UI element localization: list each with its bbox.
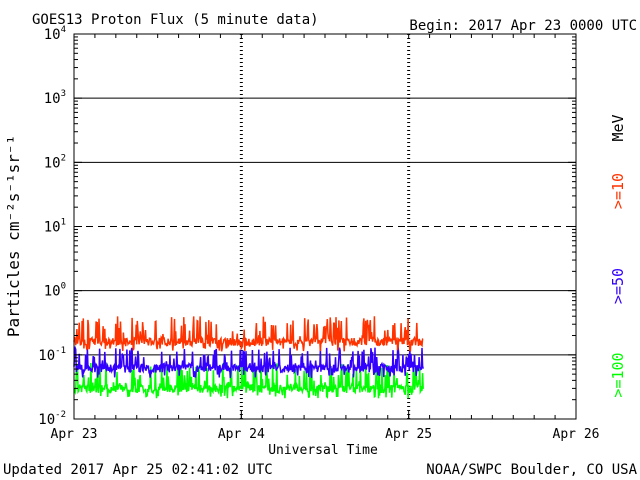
y-tick-label: 103 <box>44 89 66 107</box>
y-tick-label: 101 <box>44 218 66 236</box>
legend-entry: >=10 <box>609 173 627 209</box>
x-tick-label: Apr 25 <box>385 427 432 442</box>
y-tick-label: 100 <box>44 282 66 300</box>
x-axis-label: Universal Time <box>268 443 378 458</box>
legend-entry: >=100 <box>609 352 627 397</box>
series-line-10 <box>73 316 424 352</box>
updated-timestamp: Updated 2017 Apr 25 02:41:02 UTC <box>3 462 273 478</box>
x-tick-label: Apr 26 <box>553 427 600 442</box>
y-tick-label: 102 <box>44 153 66 171</box>
series-line-100 <box>73 362 424 399</box>
y-tick-label: 10-2 <box>38 410 66 428</box>
credit-label: NOAA/SWPC Boulder, CO USA <box>426 462 637 478</box>
begin-label: Begin: 2017 Apr 23 0000 UTC <box>409 18 637 34</box>
x-tick-label: Apr 24 <box>218 427 265 442</box>
legend-entry: MeV <box>609 114 627 141</box>
legend-entry: >=50 <box>609 268 627 304</box>
y-axis-label: Particles cm⁻²s⁻¹sr⁻¹ <box>4 135 23 337</box>
y-tick-label: 104 <box>44 25 66 43</box>
x-tick-label: Apr 23 <box>51 427 98 442</box>
y-tick-label: 10-1 <box>38 346 66 364</box>
chart-title: GOES13 Proton Flux (5 minute data) <box>32 12 319 28</box>
series-line-50 <box>73 344 424 379</box>
